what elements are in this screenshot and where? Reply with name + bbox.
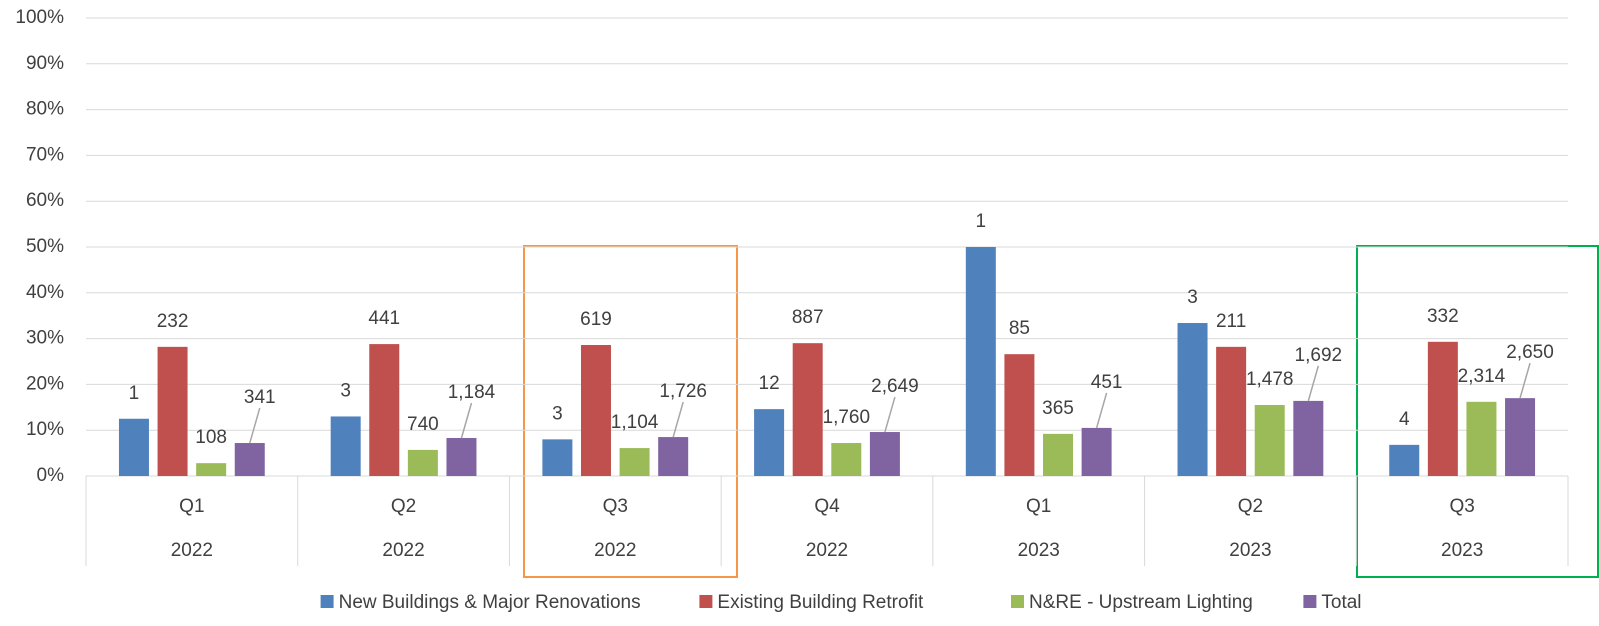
bar: [542, 439, 573, 476]
x-tick-label: Q4: [814, 496, 840, 517]
data-label: 1: [976, 211, 987, 232]
data-label: 1,104: [611, 412, 659, 433]
y-tick-label: 80%: [26, 99, 64, 120]
x-tick-label: Q3: [603, 496, 628, 517]
x-group-label: 2023: [1441, 540, 1483, 561]
data-label: 108: [195, 427, 227, 448]
data-label: 2,650: [1506, 342, 1554, 363]
bar: [754, 409, 785, 476]
data-label: 2,649: [871, 376, 919, 397]
bar: [1389, 444, 1420, 476]
y-tick-label: 0%: [37, 465, 65, 486]
data-label: 1,692: [1295, 345, 1343, 366]
legend-label: New Buildings & Major Renovations: [339, 592, 641, 613]
x-tick-label: Q2: [1238, 496, 1263, 517]
data-label: 1,760: [823, 407, 871, 428]
data-label: 332: [1427, 306, 1459, 327]
data-label: 740: [407, 414, 439, 435]
data-label: 1: [129, 383, 140, 404]
data-label: 3: [1187, 287, 1198, 308]
y-tick-label: 40%: [26, 282, 64, 303]
data-label: 887: [792, 307, 824, 328]
leader-line: [460, 402, 473, 439]
data-label: 12: [759, 373, 780, 394]
data-label: 4: [1399, 409, 1410, 430]
legend-label: Total: [1321, 592, 1361, 613]
bar: [157, 346, 188, 476]
leader-line: [1307, 365, 1320, 402]
data-label: 3: [552, 403, 563, 424]
bar: [330, 416, 361, 476]
bar: [580, 345, 611, 476]
data-label: 211: [1216, 311, 1246, 332]
bar: [1081, 427, 1112, 476]
y-tick-label: 60%: [26, 190, 64, 211]
data-label: 85: [1009, 318, 1030, 339]
leader-line: [1095, 392, 1108, 429]
bar: [869, 432, 900, 476]
x-tick-label: Q1: [179, 496, 204, 517]
legend-swatch: [699, 595, 713, 608]
bar: [1293, 400, 1324, 476]
leader-line: [249, 407, 261, 444]
y-tick-label: 70%: [26, 144, 64, 165]
data-label: 232: [157, 311, 189, 332]
highlight-box: [1356, 245, 1599, 578]
legend-swatch: [320, 595, 334, 608]
data-label: 451: [1091, 372, 1123, 393]
data-label: 2,314: [1458, 366, 1506, 387]
legend-label: Existing Building Retrofit: [717, 592, 924, 613]
bar: [965, 247, 996, 476]
x-group-label: 2022: [171, 540, 213, 561]
legend-label: N&RE - Upstream Lighting: [1029, 592, 1253, 613]
y-tick-label: 90%: [26, 53, 64, 74]
data-label: 1,184: [448, 382, 496, 403]
bar: [1043, 433, 1074, 476]
data-label: 341: [244, 387, 276, 408]
x-group-label: 2023: [1018, 540, 1060, 561]
bar: [658, 437, 689, 476]
data-label: 619: [580, 309, 612, 330]
bar: [446, 437, 477, 476]
x-tick-label: Q3: [1449, 496, 1474, 517]
y-tick-label: 20%: [26, 373, 64, 394]
y-tick-label: 10%: [26, 419, 64, 440]
x-group-label: 2022: [382, 540, 424, 561]
y-tick-label: 50%: [26, 236, 64, 257]
data-label: 1,726: [659, 381, 707, 402]
bar: [118, 418, 149, 476]
bar: [1505, 398, 1536, 476]
highlight-box: [523, 245, 738, 578]
bar: [619, 448, 650, 476]
legend-swatch: [1011, 595, 1024, 608]
leader-line: [884, 396, 896, 433]
x-tick-label: Q2: [391, 496, 416, 517]
bar: [1216, 346, 1247, 476]
data-label: 3: [340, 380, 351, 401]
bar: [369, 344, 400, 476]
bar: [1427, 341, 1458, 476]
y-tick-label: 100%: [15, 7, 64, 28]
leader-line: [672, 401, 684, 438]
bar: [407, 449, 438, 476]
legend-swatch: [1303, 595, 1317, 608]
y-tick-label: 30%: [26, 328, 64, 349]
data-label: 1,478: [1246, 369, 1294, 390]
x-group-label: 2022: [594, 540, 636, 561]
leader-line: [1519, 362, 1531, 399]
bar: [1004, 354, 1035, 476]
data-label: 441: [368, 308, 400, 329]
x-group-label: 2023: [1229, 540, 1271, 561]
data-label: 365: [1042, 398, 1074, 419]
bar: [792, 343, 823, 476]
bar: [196, 463, 227, 476]
bar: [234, 443, 265, 476]
bar: [1254, 405, 1285, 476]
x-group-label: 2022: [806, 540, 848, 561]
x-tick-label: Q1: [1026, 496, 1051, 517]
bar: [1177, 323, 1208, 476]
bar: [831, 443, 862, 476]
bar: [1466, 401, 1497, 476]
